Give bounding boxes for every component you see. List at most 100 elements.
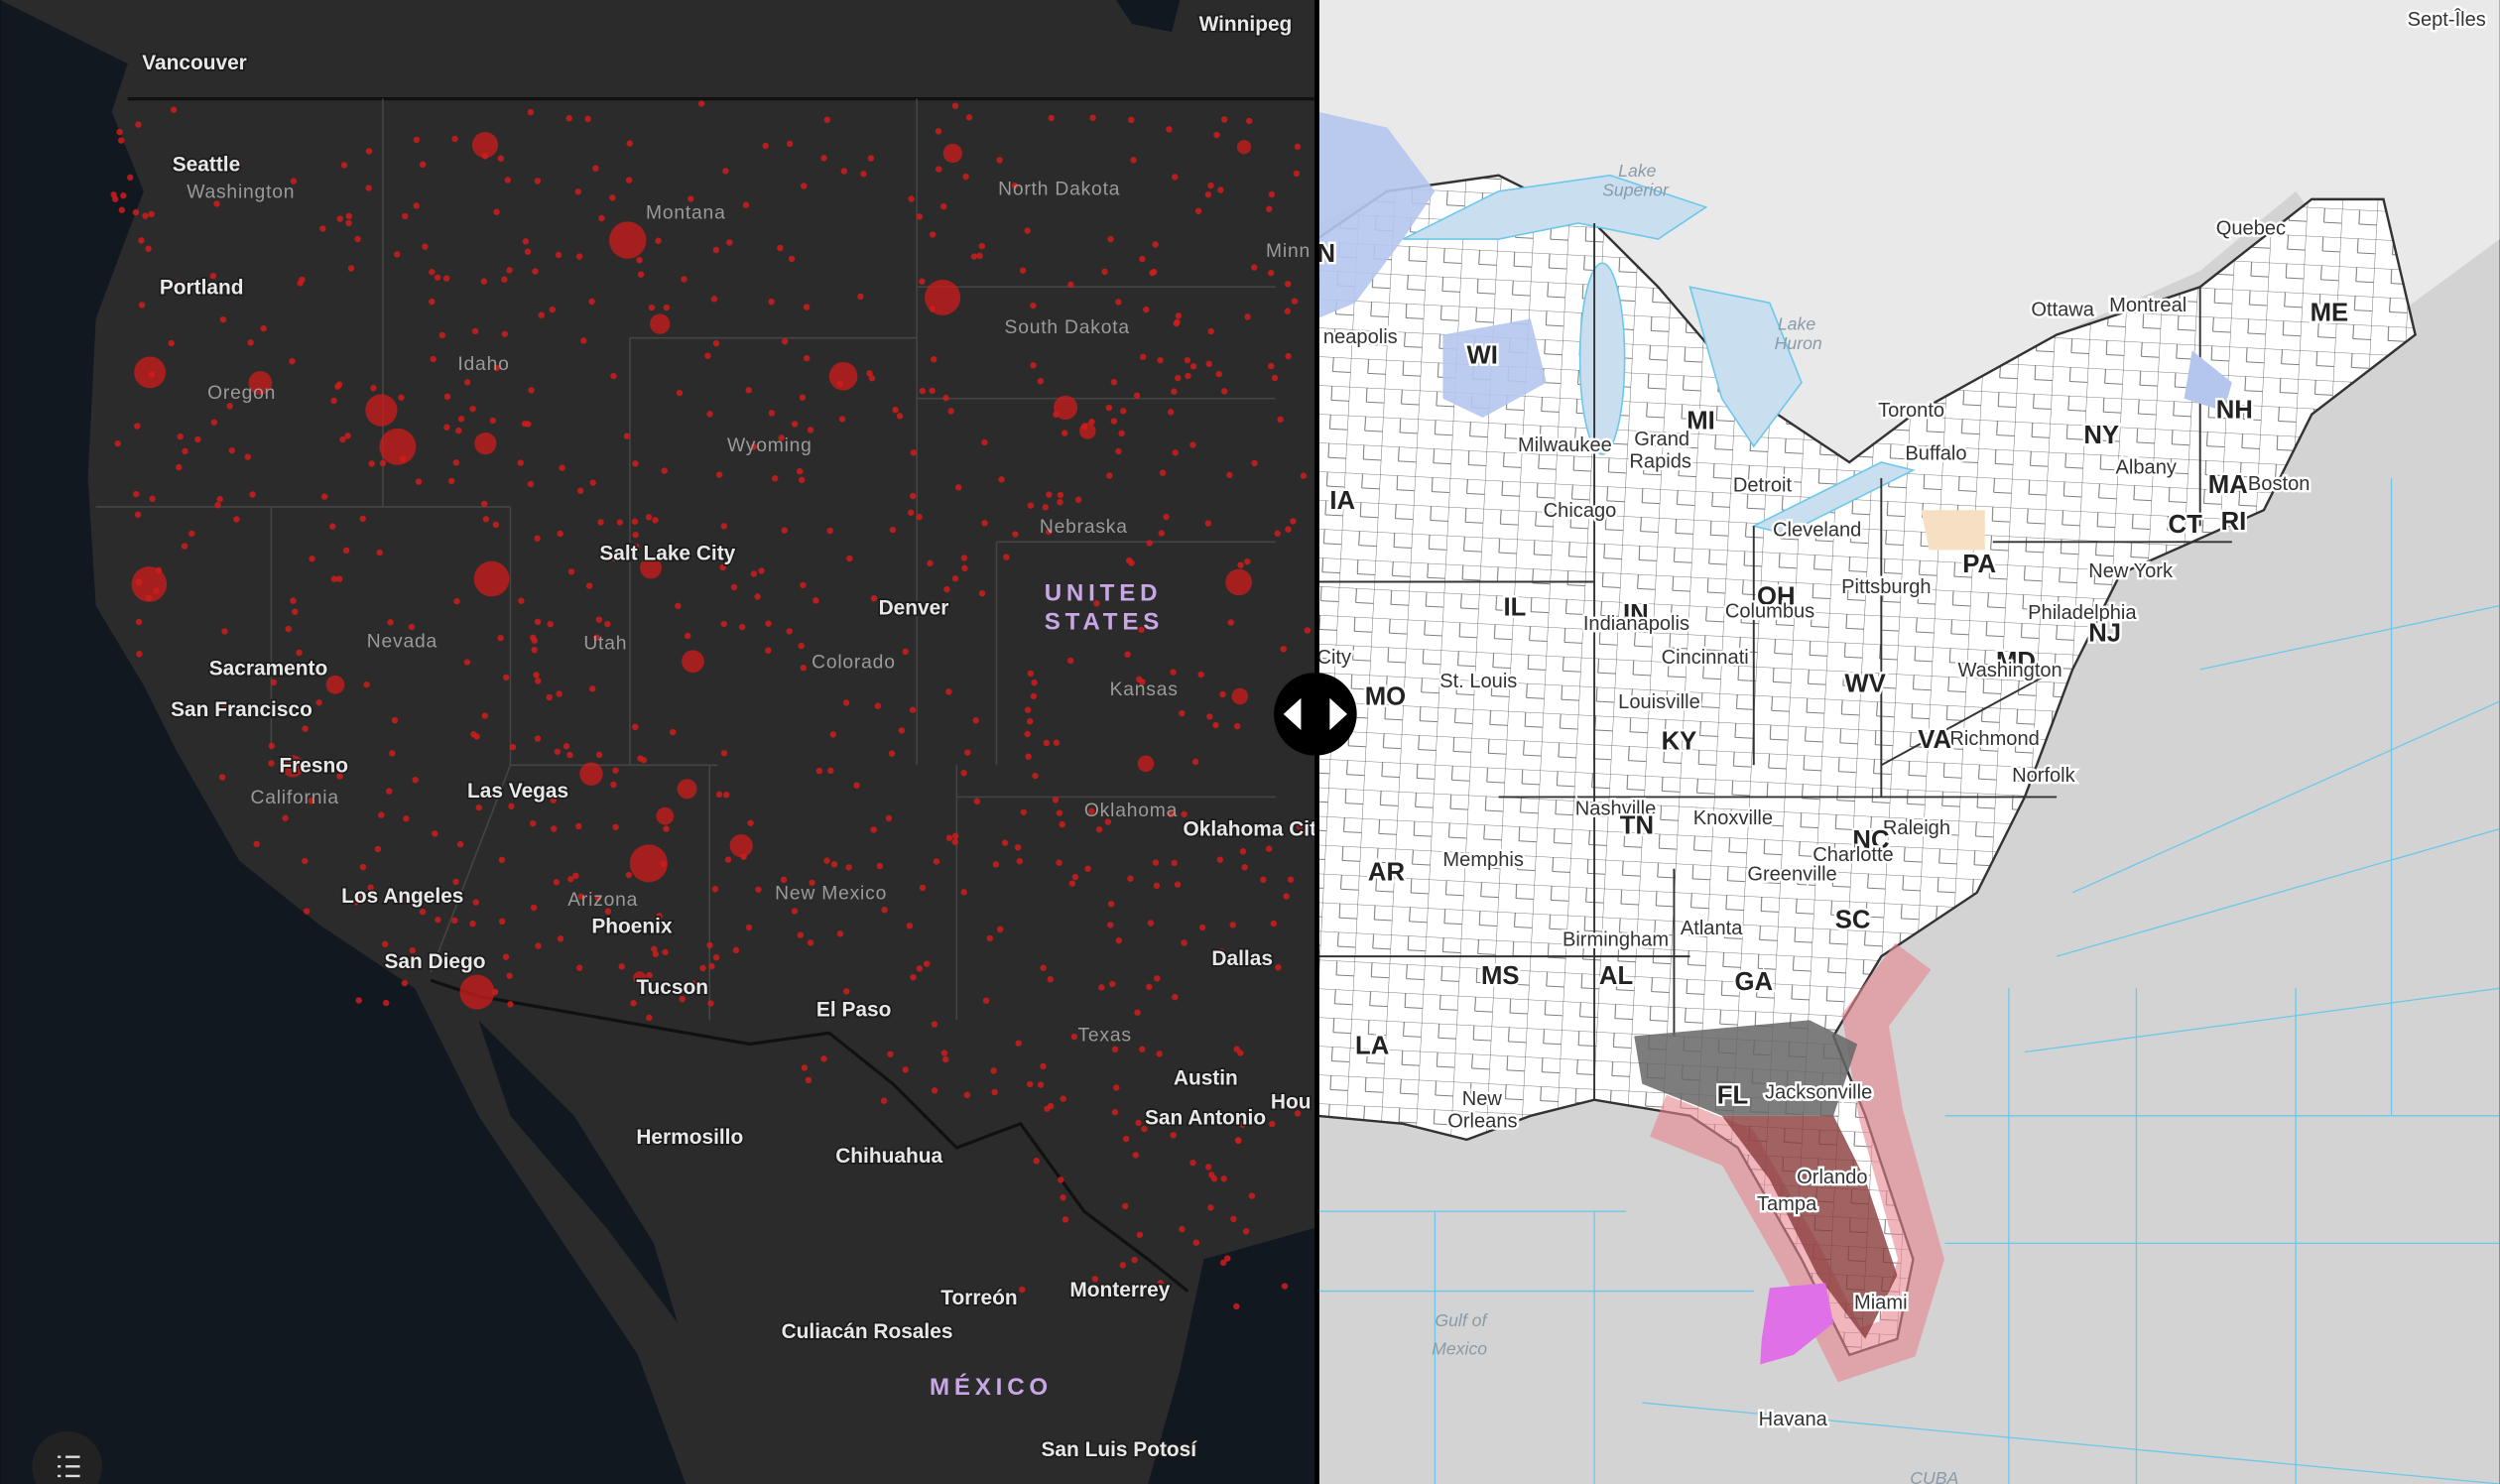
- swipe-handle[interactable]: [1274, 673, 1357, 756]
- dot: [720, 620, 727, 628]
- dot: [1024, 227, 1031, 234]
- dot: [422, 243, 429, 250]
- dot: [720, 750, 728, 757]
- dot: [303, 908, 311, 915]
- dot: [1110, 378, 1118, 386]
- dot: [524, 248, 532, 255]
- dot: [551, 825, 558, 832]
- dot: [379, 459, 387, 467]
- dot: [1141, 1125, 1148, 1133]
- dot: [633, 971, 647, 985]
- dot: [1260, 876, 1267, 884]
- dot: [447, 477, 455, 485]
- dot: [719, 563, 726, 571]
- dot: [1294, 1110, 1302, 1117]
- dot: [528, 387, 535, 394]
- place-label: Nashville: [1575, 799, 1656, 820]
- dot: [1119, 1262, 1127, 1269]
- dot: [870, 826, 877, 833]
- dot: [747, 819, 754, 827]
- dot: [501, 330, 509, 337]
- place-label: Pittsburgh: [1841, 576, 1931, 598]
- dot: [1104, 818, 1112, 825]
- dot: [612, 767, 619, 774]
- dot: [1062, 1216, 1069, 1223]
- dot: [457, 416, 465, 423]
- place-label: San Luis Potosí: [1041, 1438, 1197, 1461]
- dot: [525, 421, 532, 428]
- place-label: OH: [1757, 582, 1796, 610]
- dot: [1175, 374, 1182, 382]
- dot: [574, 188, 581, 195]
- dot: [712, 339, 720, 347]
- dot: [1251, 264, 1258, 271]
- dot: [1244, 313, 1251, 320]
- dot: [715, 471, 723, 478]
- dot: [1271, 374, 1279, 382]
- dot: [517, 459, 524, 466]
- dot: [585, 582, 593, 589]
- dot: [334, 383, 341, 390]
- dot: [188, 530, 195, 538]
- place-label: NC: [1852, 826, 1889, 854]
- dot: [712, 246, 720, 254]
- dot: [335, 575, 343, 582]
- dot: [1015, 1040, 1022, 1047]
- dot: [1174, 318, 1181, 326]
- dot: [1053, 739, 1061, 746]
- dot: [892, 406, 899, 414]
- dot: [118, 206, 126, 213]
- dot: [148, 210, 155, 218]
- dot: [1131, 1256, 1138, 1264]
- dot: [786, 140, 794, 148]
- dot: [1111, 1108, 1119, 1116]
- dot: [592, 165, 599, 172]
- dot: [745, 924, 753, 931]
- dot: [181, 543, 188, 550]
- dot: [1047, 976, 1054, 983]
- dot: [1242, 1228, 1250, 1235]
- dot: [1219, 690, 1226, 698]
- dot: [646, 971, 653, 979]
- dot: [1294, 143, 1302, 151]
- dot: [1283, 893, 1290, 900]
- dot: [826, 527, 833, 535]
- dot: [498, 918, 506, 926]
- dot: [1030, 302, 1037, 309]
- dot: [249, 491, 256, 498]
- dot: [1124, 651, 1131, 658]
- dot: [889, 526, 897, 534]
- dot: [796, 467, 804, 475]
- legend-button[interactable]: [32, 1430, 103, 1484]
- dot: [345, 212, 352, 220]
- place-label: KY: [1662, 728, 1697, 756]
- dot: [1027, 1080, 1034, 1088]
- dot: [482, 516, 490, 523]
- dot: [762, 142, 769, 150]
- place-label: Huron: [1775, 333, 1822, 353]
- dot: [896, 413, 904, 420]
- place-label: Texas: [1077, 1026, 1131, 1047]
- dot: [1059, 820, 1065, 828]
- dot: [594, 895, 602, 902]
- dot: [1192, 1239, 1200, 1246]
- dot: [786, 628, 793, 635]
- dot: [567, 876, 574, 883]
- dot: [947, 408, 954, 415]
- dot: [502, 953, 510, 960]
- dot: [618, 963, 625, 970]
- dot: [347, 265, 355, 272]
- dot: [781, 527, 788, 534]
- dot: [868, 375, 876, 382]
- dot: [828, 361, 858, 391]
- dot: [133, 490, 140, 498]
- dot: [919, 278, 926, 285]
- place-label: SC: [1835, 907, 1871, 934]
- place-label: WI: [1467, 342, 1498, 370]
- place-label: New: [1462, 1088, 1503, 1110]
- dot: [648, 304, 656, 311]
- dot: [670, 728, 677, 736]
- place-label: MI: [1687, 408, 1715, 435]
- dot: [750, 570, 758, 577]
- dot: [830, 861, 838, 868]
